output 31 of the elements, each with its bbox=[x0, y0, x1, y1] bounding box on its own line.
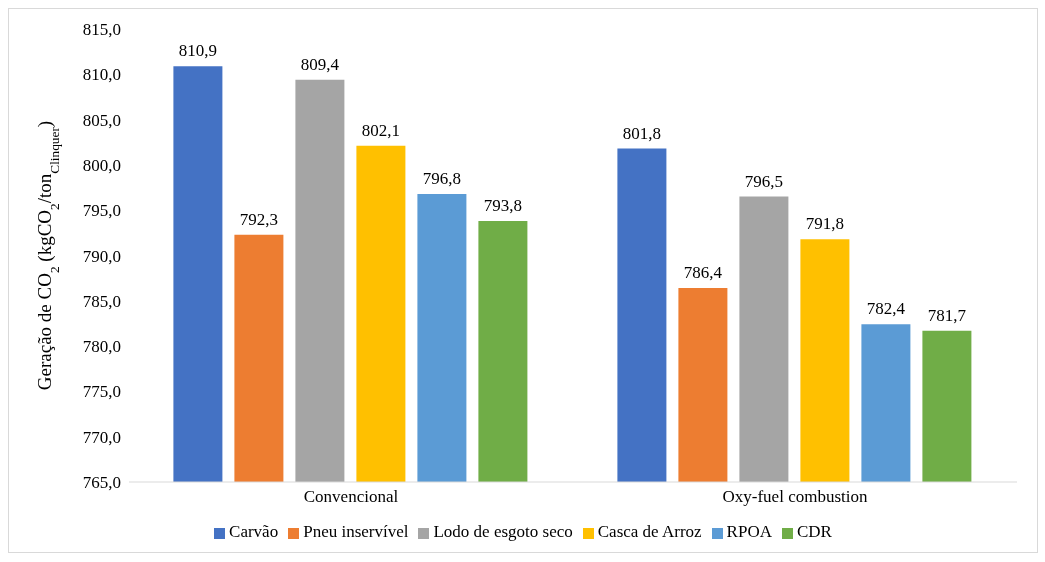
legend-label: CDR bbox=[796, 522, 832, 541]
data-label: 782,4 bbox=[866, 299, 906, 319]
y-tick-label: 800,0 bbox=[82, 155, 121, 175]
data-label: 796,5 bbox=[744, 171, 784, 191]
x-tick-label: Convencional bbox=[303, 487, 399, 507]
legend-label: RPOA bbox=[726, 522, 772, 541]
legend-label: Casca de Arroz bbox=[597, 522, 702, 541]
data-label: 810,9 bbox=[178, 41, 218, 61]
data-label: 781,7 bbox=[927, 305, 967, 325]
y-tick-label: 775,0 bbox=[82, 382, 121, 402]
y-tick-label: 795,0 bbox=[82, 201, 121, 221]
data-label: 791,8 bbox=[805, 214, 845, 234]
legend-label: Pneu inservível bbox=[303, 522, 409, 541]
data-label: 796,8 bbox=[422, 168, 462, 188]
y-tick-label: 815,0 bbox=[82, 20, 121, 40]
data-label: 793,8 bbox=[483, 196, 523, 216]
y-tick-label: 790,0 bbox=[82, 246, 121, 266]
data-label: 802,1 bbox=[361, 120, 401, 140]
x-tick-label: Oxy-fuel combustion bbox=[722, 487, 868, 507]
y-tick-label: 770,0 bbox=[82, 427, 121, 447]
legend-label: Carvão bbox=[229, 522, 279, 541]
y-tick-label: 810,0 bbox=[82, 65, 121, 85]
data-label: 809,4 bbox=[300, 54, 340, 74]
y-tick-label: 780,0 bbox=[82, 337, 121, 357]
y-tick-label: 765,0 bbox=[82, 473, 121, 493]
data-label: 801,8 bbox=[622, 123, 662, 143]
data-label: 792,3 bbox=[239, 209, 279, 229]
y-tick-label: 805,0 bbox=[82, 110, 121, 130]
y-tick-label: 785,0 bbox=[82, 291, 121, 311]
data-label: 786,4 bbox=[683, 263, 723, 283]
legend-label: Lodo de esgoto seco bbox=[433, 522, 573, 541]
